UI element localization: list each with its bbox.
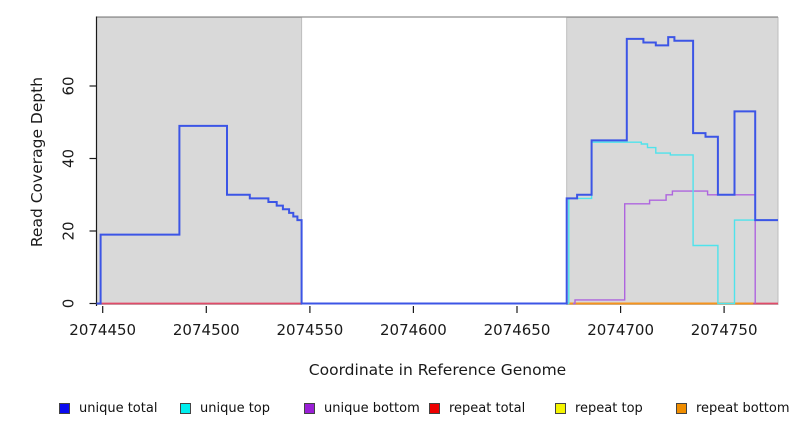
x-tick-label: 2074500: [173, 321, 240, 339]
legend: unique total unique top unique bottom repea…: [0, 399, 792, 419]
y-tick-label: 40: [60, 149, 78, 168]
legend-item-unique-top: unique top: [180, 399, 270, 417]
shaded-region-2: [566, 17, 779, 305]
legend-item-unique-bottom: unique bottom: [304, 399, 420, 417]
x-tick-label: 2074700: [587, 321, 654, 339]
legend-item-unique-total: unique total: [59, 399, 157, 417]
x-tick-label: 2074550: [276, 321, 343, 339]
y-tick-label: 0: [60, 299, 78, 309]
legend-item-repeat-top: repeat top: [555, 399, 643, 417]
legend-label: repeat top: [575, 400, 643, 416]
series-unique-bottom: [572, 190, 756, 305]
x-tick-label: 2074650: [484, 321, 551, 339]
legend-swatch-icon: [555, 402, 566, 414]
legend-swatch-icon: [304, 402, 315, 414]
y-tick-label: 60: [60, 76, 78, 95]
x-tick-label: 2074450: [69, 321, 136, 339]
legend-label: unique top: [200, 400, 271, 416]
legend-label: unique bottom: [324, 400, 420, 416]
shaded-region-1: [96, 17, 303, 305]
legend-item-repeat-total: repeat total: [429, 399, 525, 417]
legend-swatch-icon: [676, 402, 687, 414]
x-tick-label: 2074600: [380, 321, 447, 339]
x-axis-title: Coordinate in Reference Genome: [308, 361, 567, 379]
legend-swatch-icon: [180, 402, 191, 414]
legend-swatch-icon: [59, 402, 70, 414]
y-axis-title: Read Coverage Depth: [28, 76, 46, 248]
series-unique-total: [96, 36, 778, 305]
legend-item-repeat-bottom: repeat bottom: [676, 399, 790, 417]
legend-label: repeat bottom: [696, 400, 790, 416]
legend-label: unique total: [79, 400, 158, 416]
legend-swatch-icon: [429, 402, 440, 414]
y-tick-label: 20: [60, 221, 78, 240]
x-tick-label: 2074750: [691, 321, 758, 339]
legend-label: repeat total: [449, 400, 526, 416]
